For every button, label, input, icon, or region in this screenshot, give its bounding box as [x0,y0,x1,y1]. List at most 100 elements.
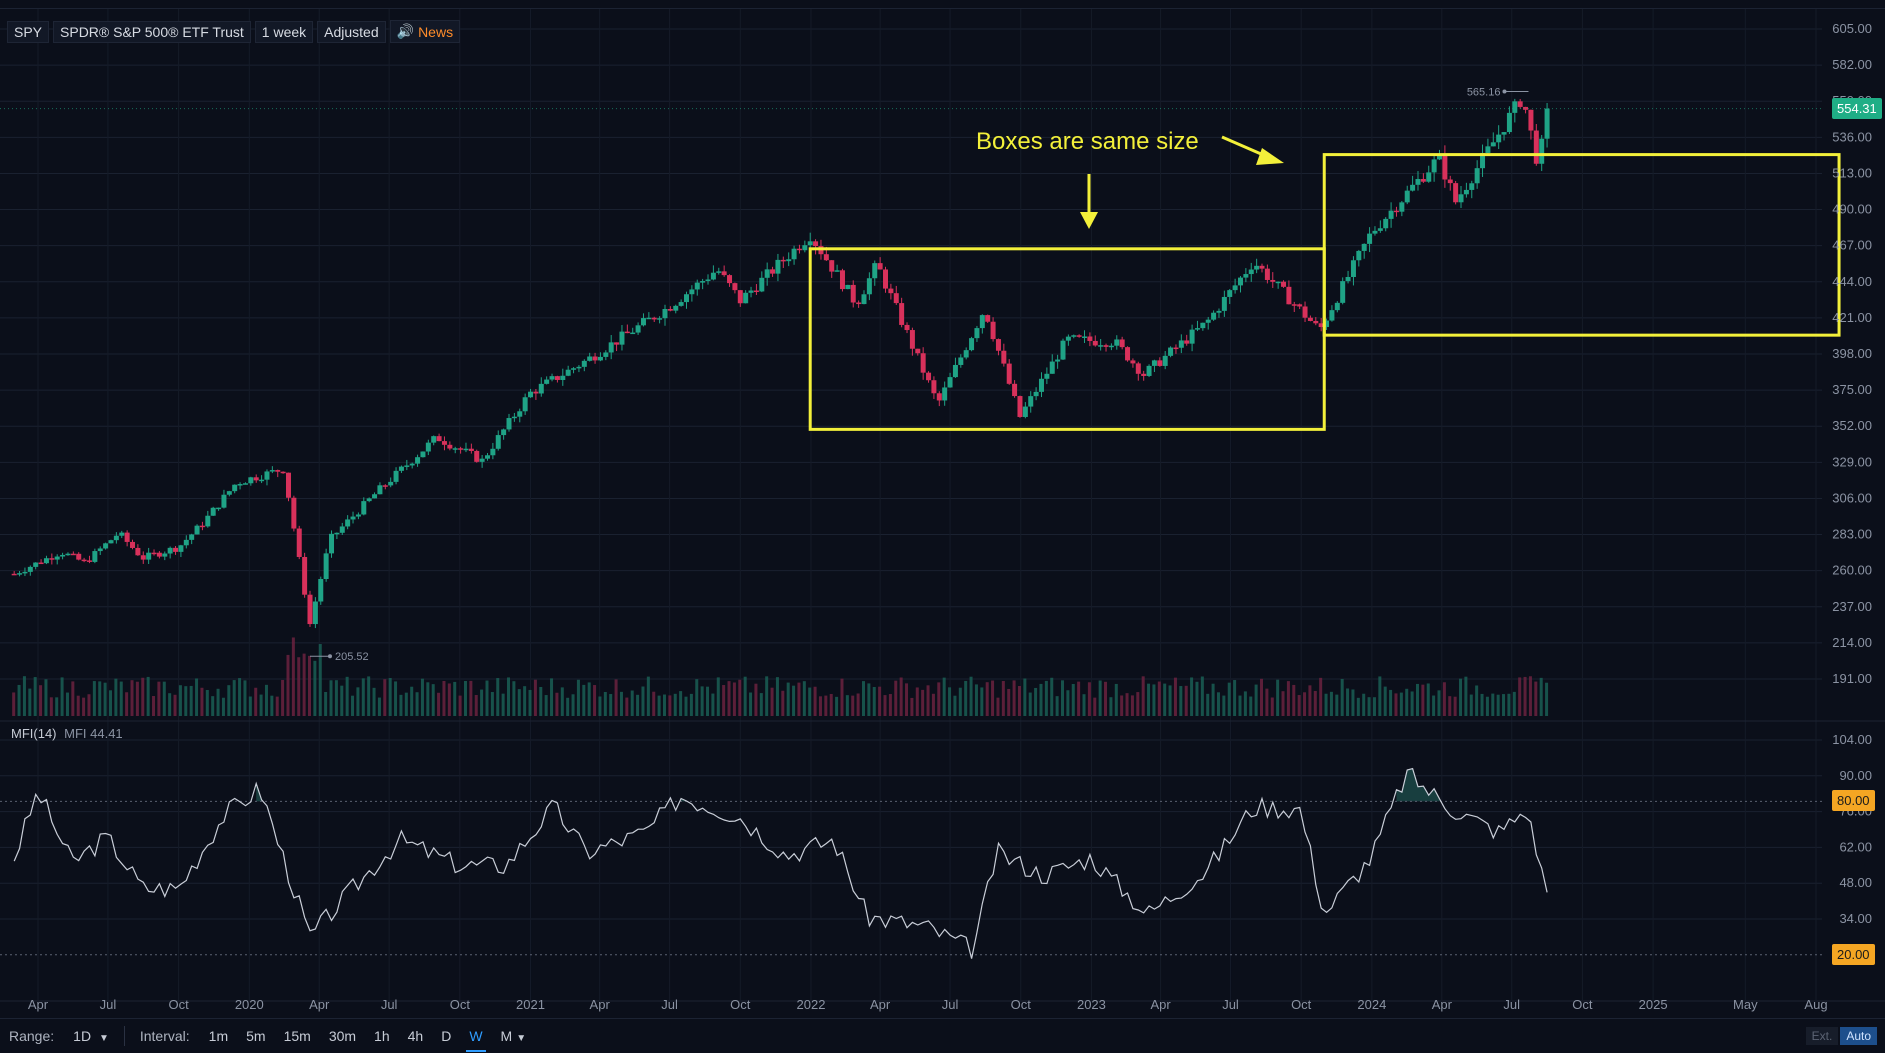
chart-canvas[interactable]: 565.16205.52605.00582.00559.00536.00513.… [0,0,1885,1018]
auto-toggle[interactable]: Auto [1840,1027,1877,1045]
candle-body [479,458,485,462]
volume-bar [39,685,43,716]
candle-body [759,277,765,292]
interval-button-30m[interactable]: 30m [328,1028,357,1044]
interval-button-4h[interactable]: 4h [407,1028,424,1044]
interval-button-1m[interactable]: 1m [208,1028,229,1044]
volume-bar [173,694,177,716]
volume-bar [1071,683,1075,716]
candle-body [307,594,313,625]
candle-body [146,552,152,560]
volume-bar [1238,695,1242,716]
volume-bar [1426,683,1430,716]
candle-body [861,294,867,305]
volume-bar [108,690,112,716]
symbol-ticker[interactable]: SPY [7,20,50,43]
volume-bar [1313,690,1317,716]
volume-bar [130,680,134,716]
candle-body [1307,317,1313,321]
volume-bar [1034,687,1038,716]
volume-bar [490,692,494,716]
candle-body [226,491,232,495]
candle-body [1178,340,1184,348]
volume-bar [603,692,607,716]
candle-body [1356,250,1362,261]
candle-body [732,283,738,291]
candle-body [684,294,690,303]
volume-bar [178,685,182,716]
candle-body [1399,202,1405,212]
volume-bars [12,637,1549,716]
interval-button-5m[interactable]: 5m [246,1028,266,1044]
low-marker-label: 205.52 [335,651,369,663]
volume-bar [1405,688,1409,716]
volume-bar [44,679,48,716]
interval-button-d[interactable]: D [441,1028,452,1044]
volume-bar [377,697,381,716]
range-dropdown[interactable]: 1D ▼ [64,1028,118,1044]
mfi-axis-tick: 34.00 [1839,911,1872,926]
volume-bar [991,680,995,716]
interval-button-m[interactable]: M ▼ [500,1028,527,1044]
volume-bar [646,676,650,716]
ext-toggle[interactable]: Ext. [1805,1027,1839,1045]
volume-bar [264,684,268,716]
volume-bar [420,678,424,716]
adjustment-label: Adjusted [317,20,386,43]
interval-button-15m[interactable]: 15m [283,1028,311,1044]
candle-body [743,292,749,304]
volume-bar [695,679,699,716]
candle-body [124,532,130,542]
volume-bar [872,687,876,716]
candle-body [495,435,501,449]
volume-bar [759,693,763,716]
candle-body [1297,304,1303,307]
candle-body [302,556,308,595]
volume-bar [1152,684,1156,716]
candle-body [264,471,270,480]
price-axis-tick: 329.00 [1832,454,1872,469]
candle-body [1076,335,1082,337]
volume-bar [485,680,489,716]
volume-bar [17,684,21,716]
candle-body [727,275,733,284]
volume-bar [184,686,188,716]
volume-bar [238,678,242,716]
candle-body [904,324,910,331]
volume-bar [92,681,96,716]
volume-bar [1082,694,1086,716]
interval-button-w[interactable]: W [460,1028,491,1052]
news-button[interactable]: 🔊 News [389,20,461,43]
interval-button-1h[interactable]: 1h [374,1028,390,1044]
candle-body [60,554,66,557]
candle-body [86,560,92,562]
volume-bar [1437,690,1441,716]
candle-body [248,477,254,484]
volume-bar [1254,684,1258,716]
volume-bar [1448,696,1452,716]
volume-bar [1050,677,1054,716]
volume-bar [394,681,398,716]
candles [11,98,1550,629]
volume-bar [1044,680,1048,716]
candle-body [571,368,577,370]
volume-bar [1120,695,1124,716]
candle-body [398,466,404,471]
candle-body [915,348,921,354]
volume-bar [1442,682,1446,716]
price-axis-tick: 536.00 [1832,129,1872,144]
mfi-line [13,767,1548,959]
candle-body [1028,396,1034,407]
high-marker-dot [1502,89,1507,94]
volume-bar [754,683,758,716]
price-axis-tick: 582.00 [1832,57,1872,72]
volume-bar [727,681,731,716]
candle-body [1410,184,1416,191]
volume-bar [985,682,989,716]
candle-body [1071,335,1077,337]
candle-body [834,270,840,272]
candle-body [581,360,587,367]
candle-body [1324,320,1330,328]
candle-body [721,271,727,276]
